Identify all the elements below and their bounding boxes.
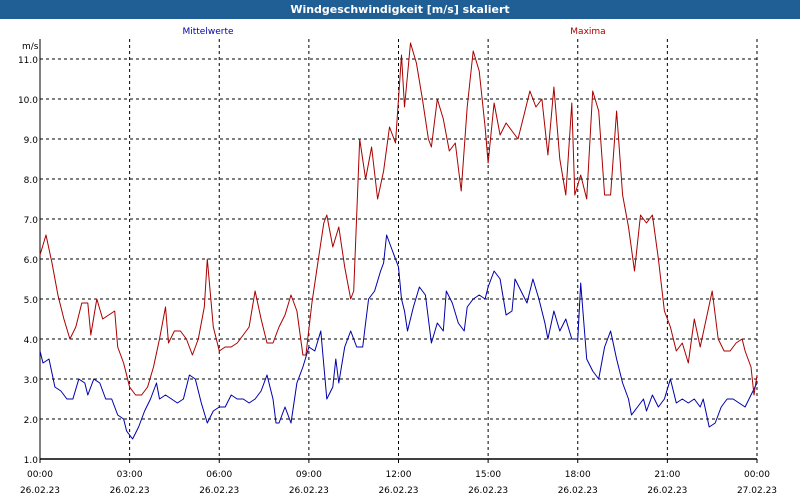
y-tick-label: 11.0	[18, 56, 38, 66]
y-tick-label: 10.0	[18, 96, 38, 106]
x-tick-time: 18:00	[565, 470, 591, 480]
y-tick-label: 2.0	[24, 416, 39, 426]
x-tick-date: 26.02.23	[110, 486, 150, 496]
y-axis-unit: m/s	[22, 42, 39, 52]
x-tick-date: 26.02.23	[558, 486, 598, 496]
series-lines	[39, 42, 758, 440]
y-tick-label: 5.0	[24, 296, 39, 306]
x-tick-time: 21:00	[654, 470, 680, 480]
x-tick-time: 03:00	[117, 470, 143, 480]
x-tick-date: 26.02.23	[199, 486, 239, 496]
series-maxima-line	[39, 42, 758, 396]
x-tick-date: 26.02.23	[20, 486, 60, 496]
y-tick-label: 8.0	[24, 176, 39, 186]
y-tick-label: 6.0	[24, 256, 39, 266]
chart-title: Windgeschwindigkeit [m/s] skaliert	[0, 0, 800, 19]
x-tick-date: 26.02.23	[378, 486, 418, 496]
legend-mittelwerte: Mittelwerte	[182, 27, 233, 37]
series-mittelwerte-line	[39, 234, 758, 440]
x-tick-time: 00:00	[744, 470, 770, 480]
x-tick-time: 06:00	[206, 470, 232, 480]
x-tick-time: 12:00	[386, 470, 412, 480]
y-tick-label: 1.0	[24, 456, 39, 466]
legend-maxima: Maxima	[570, 27, 605, 37]
x-tick-time: 09:00	[296, 470, 322, 480]
y-tick-label: 9.0	[24, 136, 39, 146]
x-tick-date: 26.02.23	[289, 486, 329, 496]
y-tick-label: 7.0	[24, 216, 39, 226]
x-tick-time: 00:00	[27, 470, 53, 480]
x-tick-date: 26.02.23	[468, 486, 508, 496]
y-tick-label: 4.0	[24, 336, 39, 346]
y-tick-label: 3.0	[24, 376, 39, 386]
x-tick-time: 15:00	[475, 470, 501, 480]
axes	[39, 39, 758, 463]
x-tick-date: 27.02.23	[737, 486, 777, 496]
x-tick-date: 26.02.23	[647, 486, 687, 496]
axis-labels: 1.0 2.0 3.0 4.0 5.0 6.0 7.0 8.0 9.0 10.0 11.0 00:00…	[18, 27, 777, 496]
